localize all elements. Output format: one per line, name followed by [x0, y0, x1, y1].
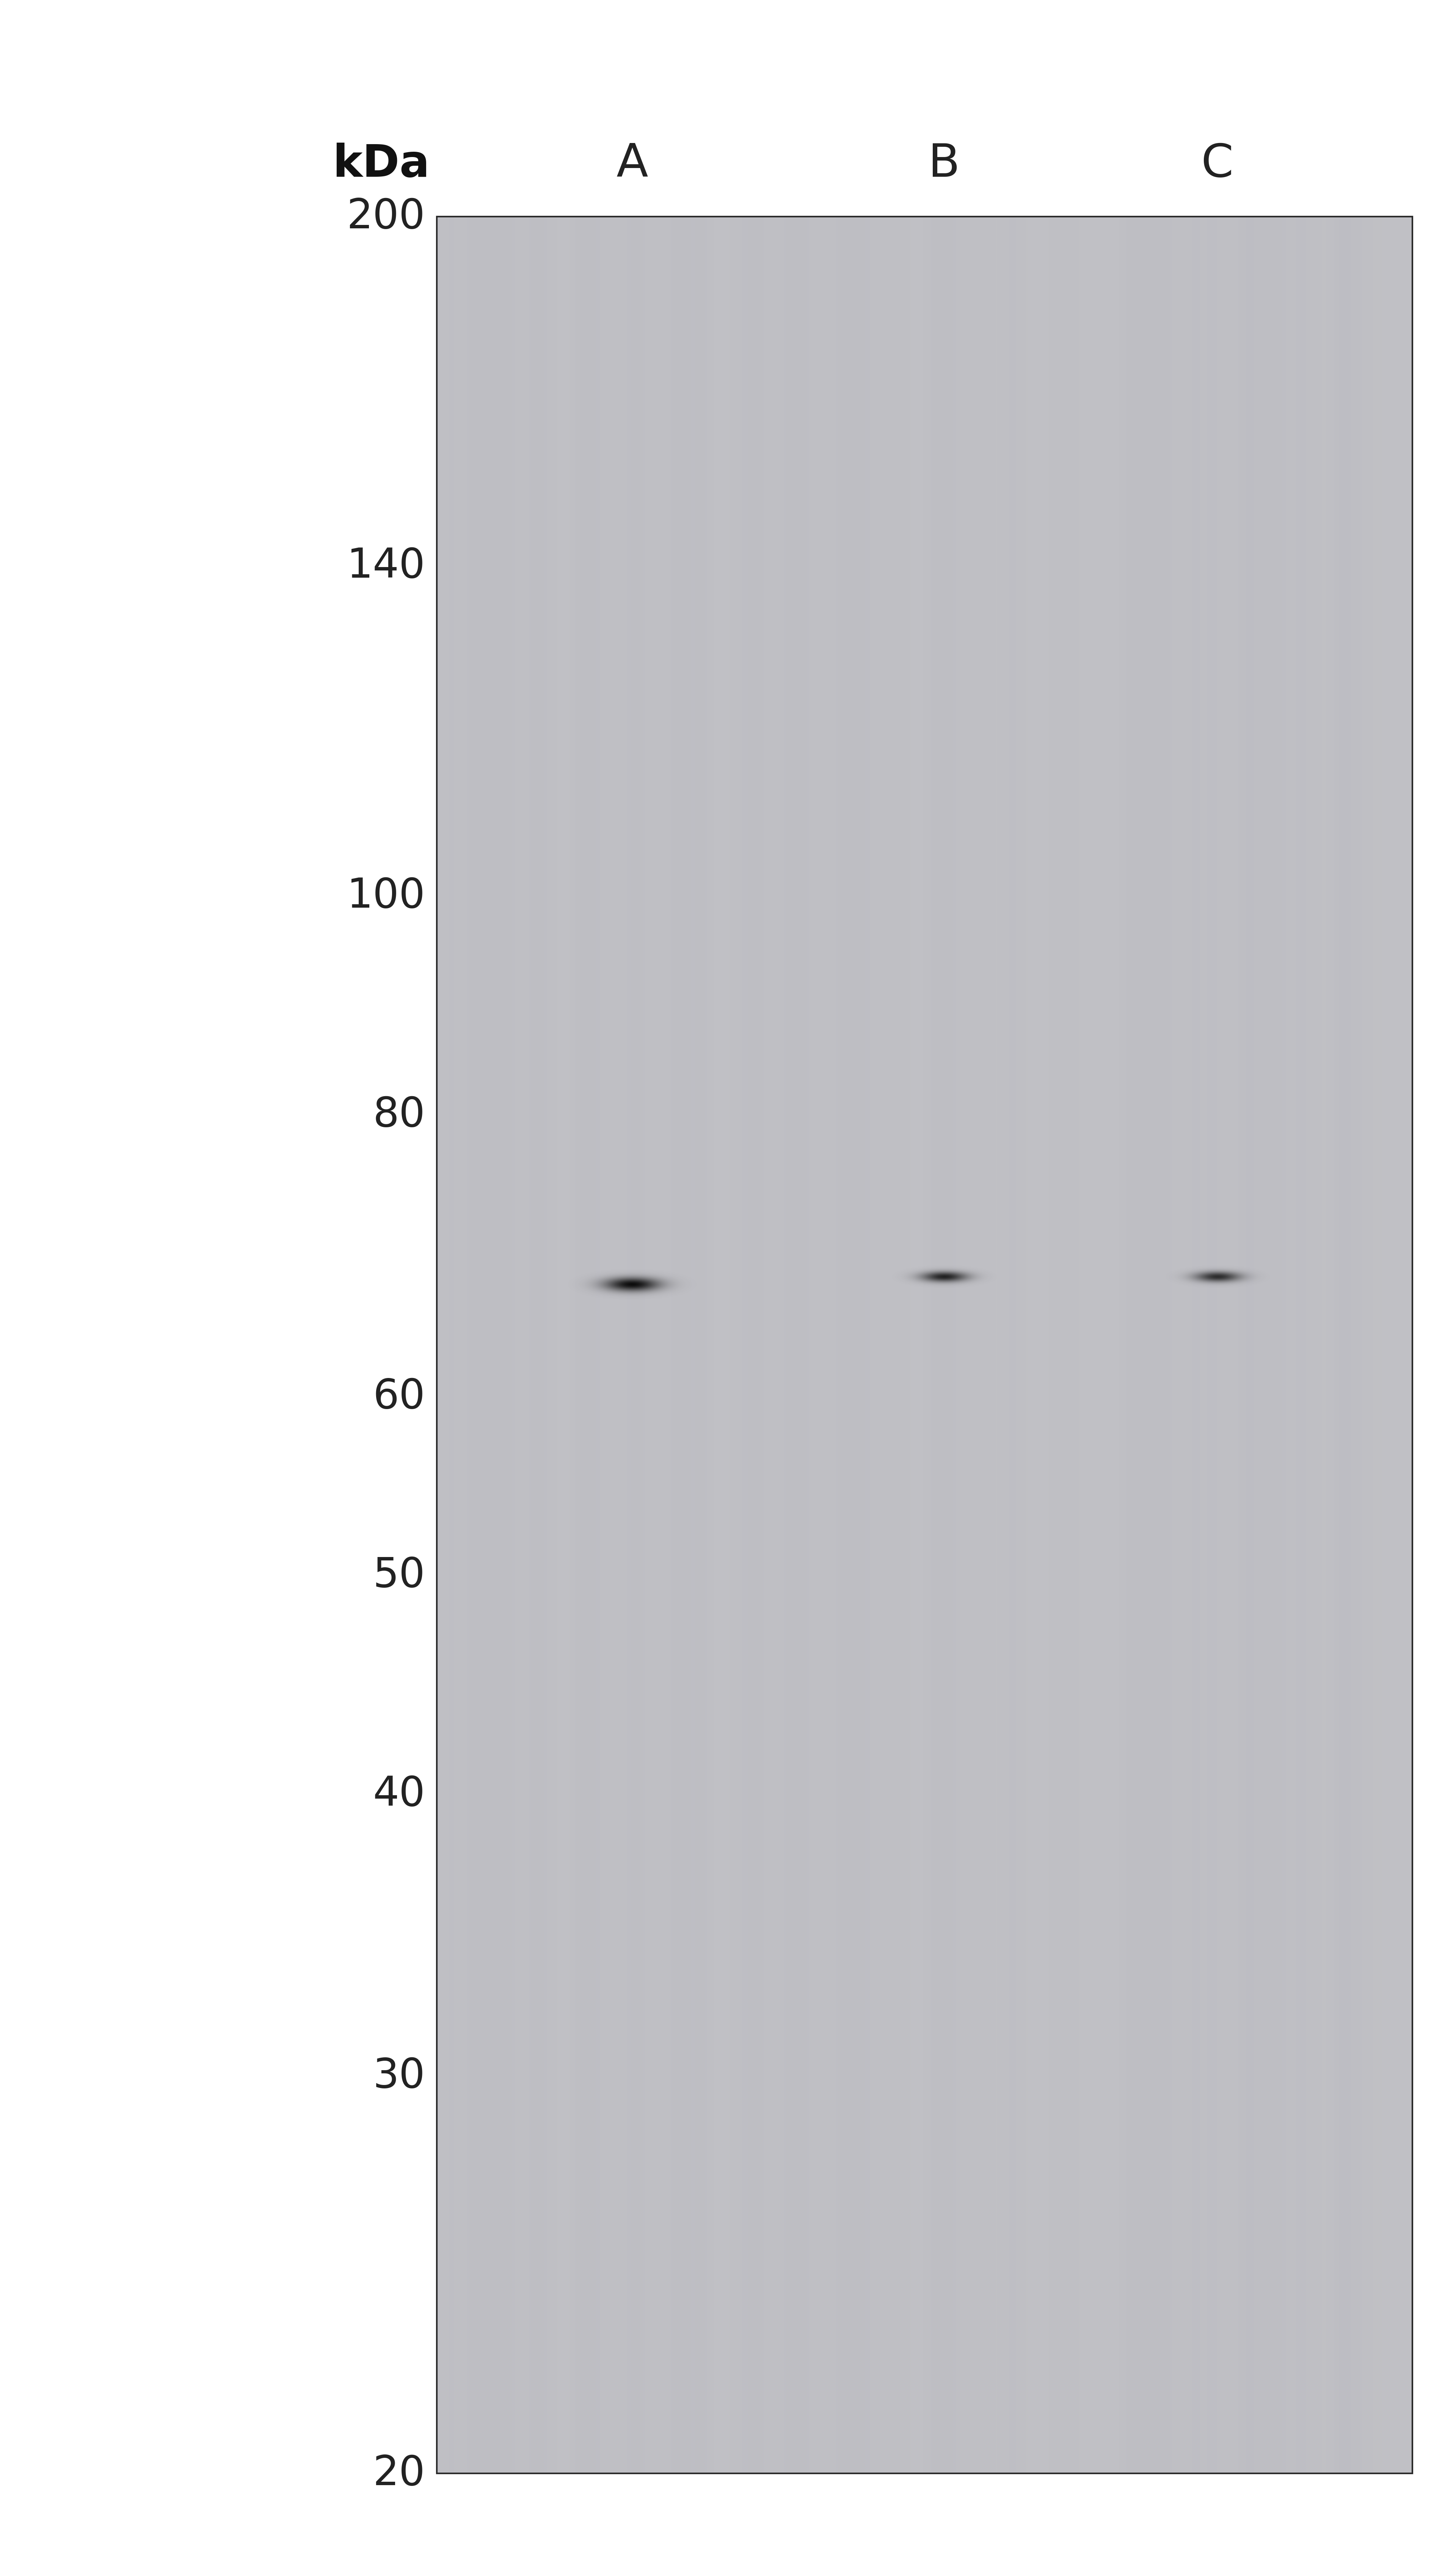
Text: C: C: [1201, 143, 1233, 186]
Text: 140: 140: [347, 546, 425, 586]
Text: 60: 60: [373, 1377, 425, 1418]
Bar: [437, 217, 1412, 2474]
Text: 50: 50: [373, 1556, 425, 1596]
Text: 200: 200: [347, 196, 425, 237]
Text: B: B: [927, 143, 960, 186]
Text: 20: 20: [373, 2453, 425, 2494]
Text: 30: 30: [373, 2055, 425, 2096]
Text: kDa: kDa: [332, 143, 430, 186]
Text: A: A: [616, 143, 648, 186]
Text: 100: 100: [347, 877, 425, 915]
Text: 80: 80: [373, 1094, 425, 1135]
Text: 40: 40: [373, 1775, 425, 1813]
